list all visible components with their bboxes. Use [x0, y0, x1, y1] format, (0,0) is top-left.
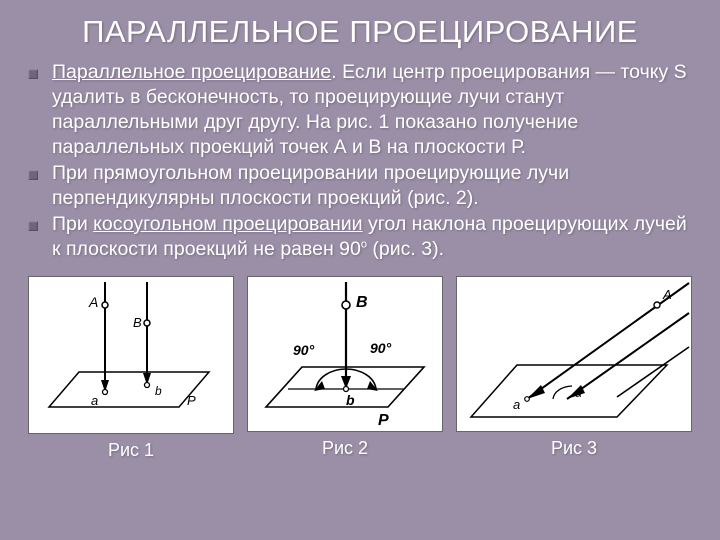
bullet-icon [28, 69, 38, 79]
bullet-body-m0: При [52, 213, 93, 235]
figure-1-image: A B a b P [28, 276, 234, 434]
label-alpha: α [575, 386, 583, 400]
figure-3: A a α Рис 3 [456, 276, 692, 461]
bullet-body-m4: (рис. 3). [367, 238, 444, 260]
label-b: b [346, 392, 355, 408]
figure-2: B 90° 90° b P Рис 2 [247, 276, 443, 461]
bullet-text: При косоугольном проецировании угол накл… [52, 212, 698, 262]
label-A: A [662, 287, 672, 302]
bullet-list: Параллельное проецирование. Если центр п… [22, 60, 698, 262]
figure-1: A B a b P Рис 1 [28, 276, 234, 461]
bullet-text: Параллельное проецирование. Если центр п… [52, 60, 698, 160]
bullet-icon [28, 221, 38, 231]
label-P: P [187, 393, 196, 408]
figure-1-caption: Рис 1 [108, 440, 154, 461]
list-item: Параллельное проецирование. Если центр п… [28, 60, 698, 160]
label-a: a [513, 397, 520, 412]
bullet-icon [28, 170, 38, 180]
figure-2-caption: Рис 2 [322, 438, 368, 459]
label-ang2: 90° [370, 340, 392, 356]
label-A: A [88, 294, 98, 310]
bullet-body-m1: косоугольном проецировании [93, 213, 362, 235]
label-B: B [356, 294, 368, 311]
bullet-lead: Параллельное проецирование [52, 61, 331, 83]
label-P: P [378, 412, 389, 429]
bullet-text: При прямоугольном проецировании проециру… [52, 161, 698, 211]
label-a: a [91, 393, 98, 408]
figure-3-caption: Рис 3 [551, 438, 597, 459]
list-item: При прямоугольном проецировании проециру… [28, 161, 698, 211]
figure-3-image: A a α [456, 276, 692, 432]
label-B: B [133, 315, 142, 330]
list-item: При косоугольном проецировании угол накл… [28, 212, 698, 262]
figure-row: A B a b P Рис 1 [22, 276, 698, 461]
slide-title: ПАРАЛЛЕЛЬНОЕ ПРОЕЦИРОВАНИЕ [22, 14, 698, 50]
bullet-body: При прямоугольном проецировании проециру… [52, 162, 569, 209]
label-b: b [155, 384, 162, 398]
label-ang1: 90° [293, 342, 315, 358]
figure-2-image: B 90° 90° b P [247, 276, 443, 432]
